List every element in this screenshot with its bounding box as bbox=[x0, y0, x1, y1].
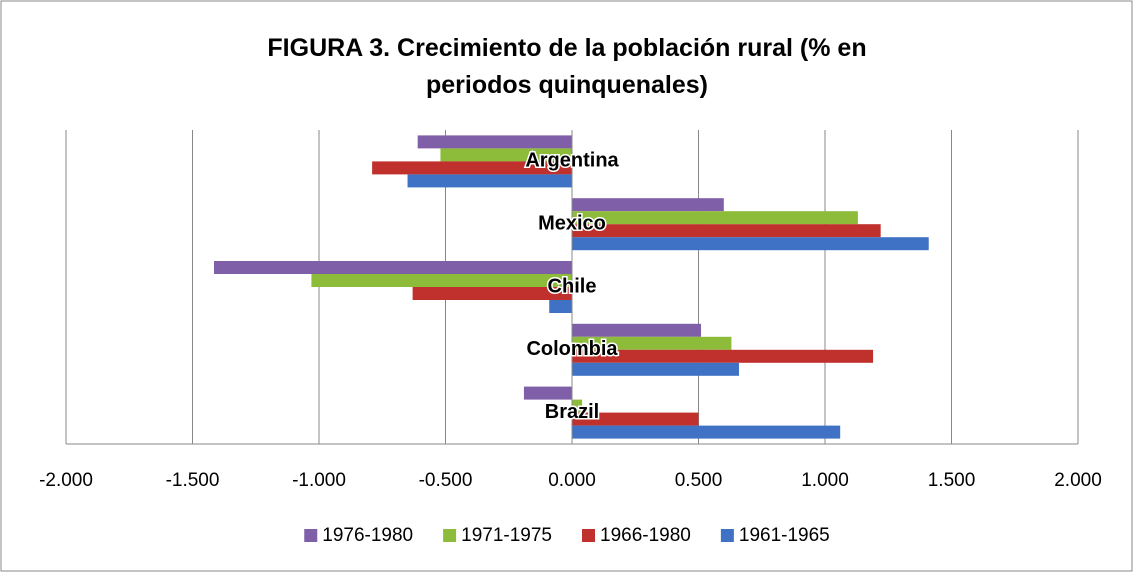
bar bbox=[407, 174, 572, 188]
legend-item: 1961-1965 bbox=[720, 525, 830, 546]
bar bbox=[440, 148, 572, 162]
bar bbox=[572, 224, 881, 238]
legend-swatch bbox=[443, 529, 457, 542]
legend-swatch bbox=[304, 529, 318, 542]
legend-label: 1971-1975 bbox=[461, 525, 552, 546]
legend-item: 1971-1975 bbox=[443, 525, 552, 546]
bar bbox=[549, 300, 572, 313]
bar bbox=[572, 198, 724, 212]
x-tick-label: -0.500 bbox=[419, 470, 473, 491]
bar bbox=[572, 349, 874, 363]
category-label: Mexico bbox=[538, 212, 606, 234]
bar bbox=[572, 211, 858, 225]
bar bbox=[412, 287, 572, 300]
legend-label: 1976-1980 bbox=[322, 525, 413, 546]
bar bbox=[572, 323, 702, 337]
category-label: Colombia bbox=[526, 338, 618, 360]
legend-item: 1976-1980 bbox=[304, 525, 413, 546]
bar bbox=[572, 399, 583, 413]
legend-swatch bbox=[582, 529, 595, 542]
category-label: Chile bbox=[548, 275, 597, 297]
bar bbox=[214, 261, 572, 274]
bar bbox=[372, 161, 572, 175]
category-label: Argentina bbox=[525, 150, 619, 172]
bar bbox=[523, 386, 572, 400]
bar bbox=[572, 237, 929, 251]
chart-title: FIGURA 3. Crecimiento de la población ru… bbox=[267, 34, 867, 99]
legend-label: 1966-1980 bbox=[600, 525, 691, 546]
x-tick-label: 0.000 bbox=[548, 470, 596, 491]
x-tick-label: 0.500 bbox=[675, 470, 723, 491]
bar bbox=[572, 336, 732, 350]
x-tick-label: 2.000 bbox=[1054, 470, 1102, 491]
x-tick-label: -2.000 bbox=[39, 470, 93, 491]
x-tick-label: 1.500 bbox=[928, 470, 976, 491]
x-tick-label: -1.000 bbox=[292, 470, 346, 491]
bar bbox=[417, 135, 572, 149]
bar bbox=[572, 412, 699, 426]
legend-label: 1961-1965 bbox=[739, 525, 830, 546]
x-tick-label: 1.000 bbox=[801, 470, 849, 491]
category-label: Brazil bbox=[545, 401, 599, 423]
bar bbox=[311, 274, 572, 287]
x-tick-label: -1.500 bbox=[166, 470, 220, 491]
legend-swatch bbox=[720, 529, 734, 542]
bar bbox=[572, 362, 739, 376]
bar bbox=[572, 425, 841, 439]
legend-item: 1966-1980 bbox=[582, 525, 691, 546]
